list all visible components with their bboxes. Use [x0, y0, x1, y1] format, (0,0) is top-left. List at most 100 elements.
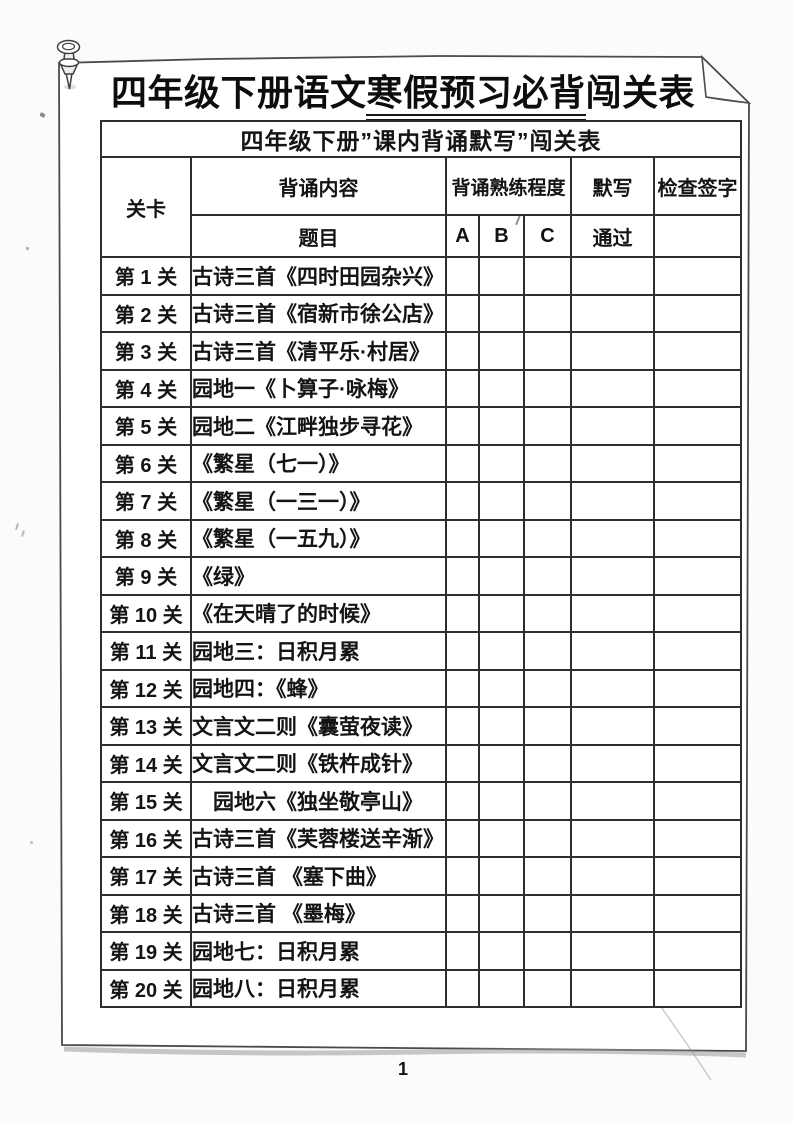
content-cell: 古诗三首《四时田园杂兴》 [190, 256, 447, 296]
page-corner-fold-icon [700, 54, 752, 105]
signature-cell [652, 781, 743, 821]
level-c-cell [523, 781, 572, 821]
stage-cell: 第 10 关 [100, 593, 192, 633]
stage-cell: 第 6 关 [100, 443, 192, 483]
signature-cell [652, 968, 743, 1008]
level-a-cell [445, 856, 480, 896]
table-row: 第 15 关 园地六《独坐敬亭山》 [100, 781, 743, 821]
signature-cell [652, 706, 743, 746]
level-a-cell [445, 743, 480, 783]
signature-cell [652, 556, 743, 596]
level-c-cell [523, 818, 572, 858]
pass-cell [570, 818, 655, 858]
signature-cell [652, 293, 743, 333]
header-level-c: C [523, 214, 572, 258]
stage-cell: 第 3 关 [100, 331, 192, 371]
scan-speck [30, 841, 33, 844]
level-b-cell [478, 443, 525, 483]
header-dictation: 默写 [570, 156, 655, 216]
page-title-underlined: 寒假预习必背 [366, 72, 586, 121]
table-row: 第 4 关 园地一《卜算子·咏梅》 [100, 368, 743, 408]
stage-cell: 第 18 关 [100, 893, 192, 933]
content-cell: 《在天晴了的时候》 [190, 593, 447, 633]
level-a-cell [445, 406, 480, 446]
pass-cell [570, 968, 655, 1008]
pass-cell [570, 668, 655, 708]
table-row: 第 13 关 文言文二则《囊萤夜读》 [100, 706, 743, 746]
table-row: 第 10 关 《在天晴了的时候》 [100, 593, 743, 633]
level-b-cell [478, 931, 525, 971]
level-c-cell [523, 481, 572, 521]
level-a-cell [445, 556, 480, 596]
content-cell: 园地三：日积月累 [190, 631, 447, 671]
level-c-cell [523, 293, 572, 333]
table-row: 第 5 关 园地二《江畔独步寻花》 [100, 406, 743, 446]
level-b-cell [478, 556, 525, 596]
content-cell: 文言文二则《囊萤夜读》 [190, 706, 447, 746]
header-level-a: A [445, 214, 480, 258]
stage-cell: 第 7 关 [100, 481, 192, 521]
level-c-cell [523, 331, 572, 371]
level-a-cell [445, 368, 480, 408]
stage-cell: 第 13 关 [100, 706, 192, 746]
pass-cell [570, 631, 655, 671]
level-c-cell [523, 443, 572, 483]
signature-cell [652, 256, 743, 296]
level-b-cell [478, 331, 525, 371]
level-c-cell [523, 893, 572, 933]
level-a-cell [445, 481, 480, 521]
table-subtitle-row: 四年级下册”课内背诵默写”闯关表 [99, 120, 743, 158]
pushpin-icon [56, 39, 81, 90]
signature-cell [652, 931, 743, 971]
pass-cell [570, 406, 655, 446]
level-a-cell [445, 706, 480, 746]
signature-cell [652, 743, 743, 783]
page-number: 1 [397, 1059, 408, 1079]
signature-cell [652, 443, 743, 483]
level-c-cell [523, 256, 572, 296]
header-proficiency: 背诵熟练程度 [445, 156, 572, 216]
stage-cell: 第 17 关 [100, 856, 192, 896]
signature-cell [652, 406, 743, 446]
level-c-cell [523, 593, 572, 633]
pass-cell [570, 893, 655, 933]
stage-cell: 第 14 关 [100, 743, 192, 783]
table-row: 第 11 关 园地三：日积月累 [100, 631, 743, 671]
level-c-cell [523, 556, 572, 596]
level-c-cell [523, 968, 572, 1008]
level-b-cell [478, 968, 525, 1008]
table-row: 第 19 关 园地七：日积月累 [100, 931, 743, 971]
level-b-cell [478, 481, 525, 521]
signature-cell [652, 368, 743, 408]
header-content: 背诵内容 [190, 156, 447, 216]
stage-cell: 第 11 关 [100, 631, 192, 671]
page-title: 四年级下册语文寒假预习必背闯关表 [58, 64, 748, 121]
stage-cell: 第 8 关 [100, 518, 192, 558]
level-a-cell [445, 256, 480, 296]
level-b-cell [478, 668, 525, 708]
pass-cell [570, 781, 655, 821]
pass-cell [570, 931, 655, 971]
content-cell: 古诗三首《清平乐·村居》 [190, 331, 447, 371]
level-a-cell [445, 781, 480, 821]
stage-cell: 第 20 关 [100, 968, 192, 1008]
pass-cell [570, 481, 655, 521]
stage-cell: 第 1 关 [100, 256, 192, 296]
table-row: 第 2 关 古诗三首《宿新市徐公店》 [100, 293, 743, 333]
content-cell: 文言文二则《铁杵成针》 [190, 743, 447, 783]
content-cell: 园地六《独坐敬亭山》 [190, 781, 447, 821]
level-a-cell [445, 443, 480, 483]
level-b-cell [478, 518, 525, 558]
header-stage: 关卡 [100, 156, 192, 258]
header-signature: 检查签字 [652, 156, 743, 216]
level-c-cell [523, 856, 572, 896]
level-a-cell [445, 968, 480, 1008]
table-row: 第 9 关 《绿》 [100, 556, 743, 596]
signature-cell [652, 481, 743, 521]
stage-cell: 第 5 关 [100, 406, 192, 446]
header-topic: 题目 [190, 214, 447, 258]
level-a-cell [445, 631, 480, 671]
content-cell: 《繁星（一五九）》 [190, 518, 447, 558]
level-b-cell [478, 593, 525, 633]
pass-cell [570, 856, 655, 896]
